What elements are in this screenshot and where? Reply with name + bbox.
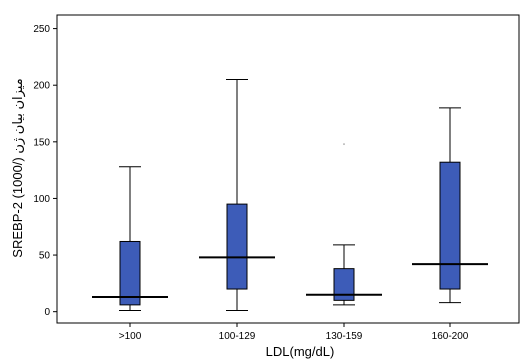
y-axis-title: SREBP-2 میزان بیان ژن (/1000) [10, 78, 26, 257]
x-tick-label: >100 [119, 331, 142, 342]
x-axis: >100 100-129 130-159 160-200 [119, 323, 469, 342]
y-axis: 0 50 100 150 200 250 [33, 24, 57, 318]
y-tick-label: 250 [33, 24, 50, 35]
plot-frame-layer [56, 14, 520, 324]
x-tick-label: 160-200 [432, 331, 469, 342]
box->100 [92, 166, 168, 312]
y-tick-label: 150 [33, 137, 50, 148]
x-tick-label: 100-129 [219, 331, 256, 342]
y-tick-label: 0 [44, 307, 50, 318]
outlier-point [343, 143, 345, 146]
box-160-200 [412, 107, 488, 304]
outlier-series [343, 143, 345, 146]
box-130-159 [306, 244, 382, 306]
iqr-box [119, 240, 141, 306]
box-100-129 [199, 79, 275, 312]
iqr-box [333, 268, 355, 301]
x-tick-label: 130-159 [326, 331, 363, 342]
plot-frame [56, 14, 520, 324]
y-tick-label: 100 [33, 194, 50, 205]
box-series [92, 79, 488, 312]
iqr-box [226, 203, 248, 290]
y-tick-label: 200 [33, 81, 50, 92]
x-axis-title: LDL(mg/dL) [266, 344, 335, 359]
iqr-box [439, 161, 461, 290]
y-tick-label: 50 [39, 251, 51, 262]
